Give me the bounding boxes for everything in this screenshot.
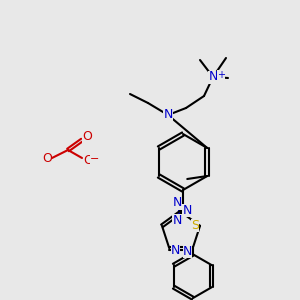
Text: N: N <box>171 244 180 257</box>
Text: +: + <box>217 70 225 80</box>
Text: O: O <box>83 154 93 167</box>
Text: S: S <box>191 219 199 232</box>
Text: N: N <box>172 196 182 209</box>
Text: −: − <box>90 154 100 164</box>
Text: N: N <box>163 109 173 122</box>
Text: O: O <box>82 130 92 143</box>
Text: N: N <box>182 203 192 217</box>
Text: O: O <box>42 152 52 166</box>
Text: N: N <box>172 214 182 226</box>
Text: N: N <box>183 245 192 258</box>
Text: N: N <box>208 70 218 83</box>
